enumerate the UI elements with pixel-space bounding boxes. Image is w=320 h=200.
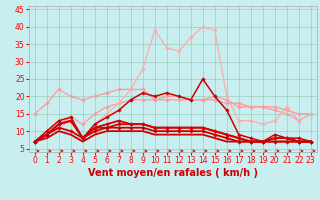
X-axis label: Vent moyen/en rafales ( km/h ): Vent moyen/en rafales ( km/h )	[88, 168, 258, 178]
